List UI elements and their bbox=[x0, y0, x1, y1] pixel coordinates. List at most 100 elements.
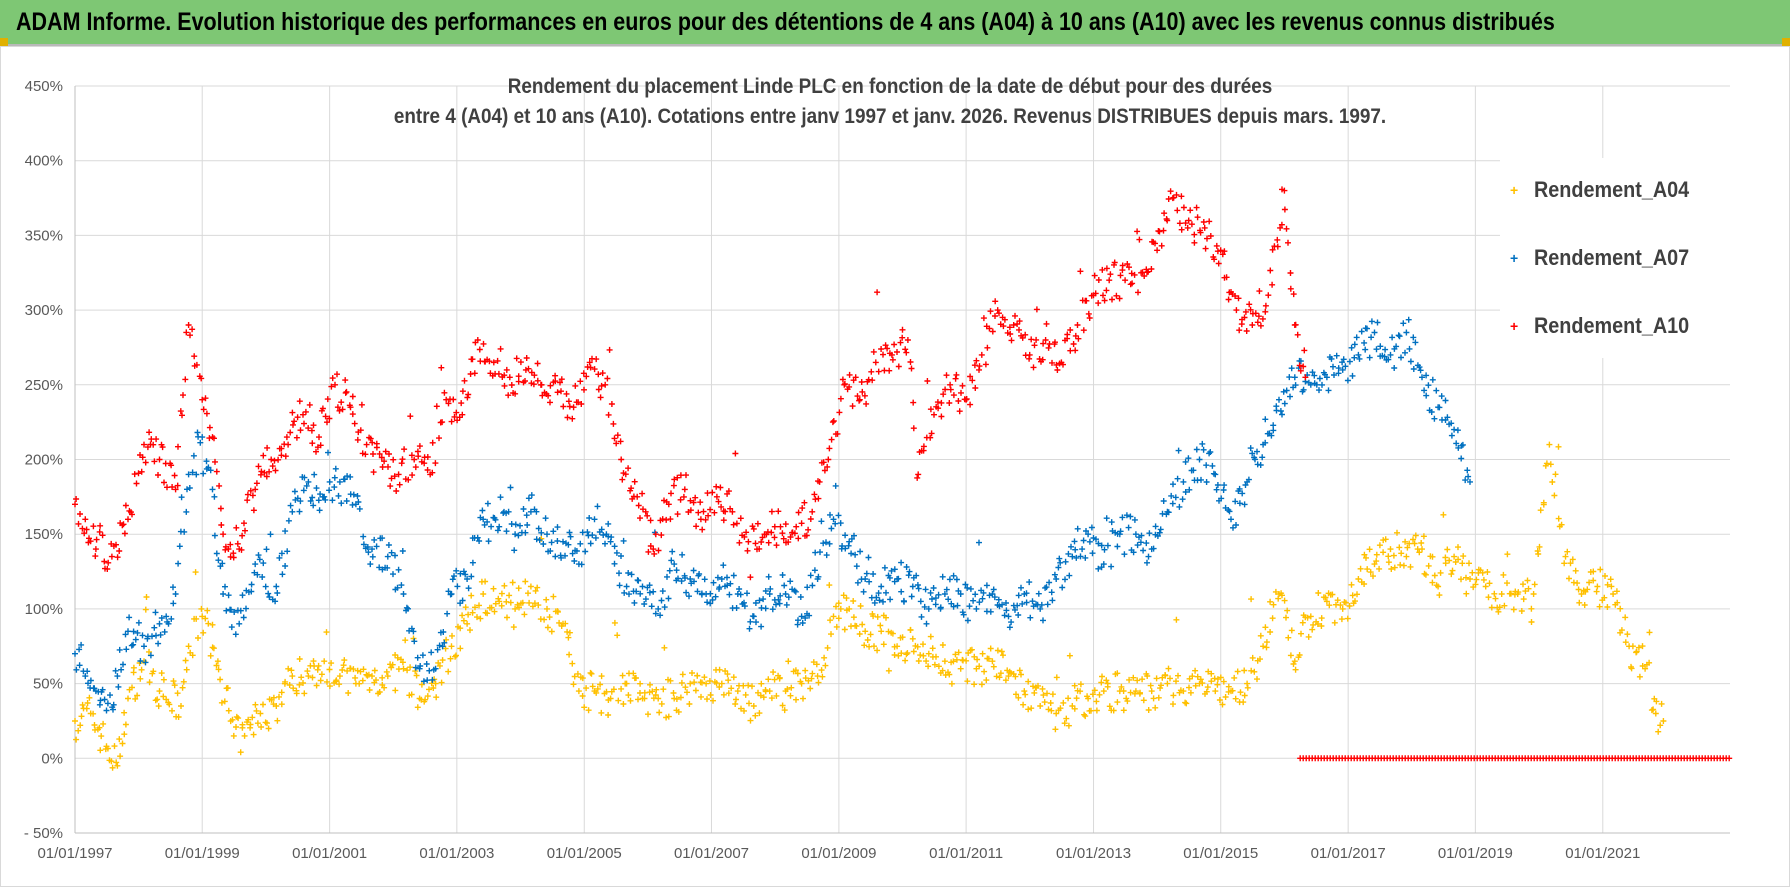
data-point-rendement-a10 bbox=[700, 508, 707, 515]
data-point-rendement-a07 bbox=[696, 571, 703, 577]
data-point-rendement-a04 bbox=[971, 681, 978, 688]
data-point-rendement-a10 bbox=[537, 381, 544, 388]
data-point-rendement-a10 bbox=[1279, 186, 1285, 193]
data-point-rendement-a10 bbox=[505, 392, 512, 399]
data-point-rendement-a04 bbox=[1222, 694, 1229, 700]
data-point-rendement-a07 bbox=[1140, 547, 1147, 554]
data-point-rendement-a07 bbox=[170, 584, 176, 591]
data-point-rendement-a04 bbox=[1535, 551, 1542, 557]
data-point-rendement-a04 bbox=[784, 686, 791, 693]
data-point-rendement-a10 bbox=[768, 529, 775, 536]
data-point-rendement-a04 bbox=[720, 691, 727, 698]
data-point-rendement-a04 bbox=[1520, 596, 1527, 603]
data-point-rendement-a10 bbox=[816, 478, 823, 485]
data-point-rendement-a07 bbox=[823, 539, 829, 546]
data-point-rendement-a07 bbox=[973, 605, 980, 612]
data-point-rendement-a04 bbox=[722, 668, 729, 674]
data-point-rendement-a04 bbox=[1547, 461, 1554, 468]
data-point-rendement-a04 bbox=[1660, 718, 1667, 724]
data-point-rendement-a10 bbox=[602, 381, 609, 388]
data-point-rendement-a07 bbox=[707, 600, 714, 607]
data-point-rendement-a10 bbox=[322, 413, 329, 420]
data-point-rendement-a07 bbox=[1108, 563, 1115, 570]
data-point-rendement-a10 bbox=[1033, 306, 1040, 313]
data-point-rendement-a04 bbox=[328, 660, 335, 667]
data-point-rendement-a07 bbox=[683, 589, 690, 596]
data-point-rendement-a10 bbox=[652, 531, 659, 538]
data-point-rendement-a04 bbox=[1472, 581, 1479, 588]
data-point-rendement-a07 bbox=[1381, 353, 1388, 360]
data-point-rendement-a07 bbox=[1356, 355, 1363, 362]
data-point-rendement-a04 bbox=[660, 686, 667, 693]
data-point-rendement-a07 bbox=[858, 576, 865, 583]
data-point-rendement-a07 bbox=[787, 578, 794, 585]
y-tick-label: 200% bbox=[25, 452, 63, 469]
legend-marker-a07: + bbox=[1510, 250, 1519, 267]
data-point-rendement-a04 bbox=[1458, 576, 1464, 583]
data-point-rendement-a07 bbox=[639, 583, 646, 590]
data-point-rendement-a04 bbox=[1388, 566, 1395, 572]
data-point-rendement-a10 bbox=[503, 366, 510, 373]
data-point-rendement-a04 bbox=[1466, 560, 1472, 567]
data-point-rendement-a04 bbox=[840, 592, 847, 599]
data-point-rendement-a07 bbox=[562, 552, 568, 559]
data-point-rendement-a10 bbox=[1030, 364, 1037, 371]
data-point-rendement-a04 bbox=[1373, 551, 1380, 558]
data-point-rendement-a07 bbox=[980, 589, 987, 596]
data-point-rendement-a07 bbox=[712, 593, 719, 600]
data-point-rendement-a04 bbox=[1608, 583, 1615, 590]
data-point-rendement-a10 bbox=[105, 559, 112, 566]
data-point-rendement-a07 bbox=[265, 590, 272, 597]
data-point-rendement-a04 bbox=[1524, 577, 1531, 584]
data-point-rendement-a07 bbox=[779, 572, 786, 578]
data-point-rendement-a07 bbox=[691, 578, 697, 585]
data-point-rendement-a04 bbox=[1349, 592, 1356, 599]
data-point-rendement-a10 bbox=[1012, 312, 1018, 319]
data-point-rendement-a04 bbox=[652, 692, 659, 698]
data-point-rendement-a10 bbox=[882, 342, 889, 349]
data-point-rendement-a10 bbox=[324, 419, 330, 426]
data-point-rendement-a04 bbox=[484, 610, 491, 617]
data-point-rendement-a10 bbox=[820, 459, 827, 466]
data-point-rendement-a04 bbox=[1089, 691, 1096, 698]
data-point-rendement-a07 bbox=[447, 591, 454, 598]
data-point-rendement-a04 bbox=[424, 693, 431, 700]
data-point-rendement-a04 bbox=[594, 685, 601, 692]
data-point-rendement-a07 bbox=[1190, 467, 1197, 474]
data-point-rendement-a10 bbox=[191, 353, 198, 360]
data-point-rendement-a04 bbox=[1567, 560, 1574, 567]
data-point-rendement-a10 bbox=[501, 382, 508, 389]
data-point-rendement-a07 bbox=[611, 560, 618, 567]
data-point-rendement-a10 bbox=[984, 344, 991, 351]
data-point-rendement-a04 bbox=[1170, 701, 1176, 708]
data-point-rendement-a10 bbox=[381, 458, 388, 465]
data-point-rendement-a07 bbox=[1006, 624, 1013, 631]
data-point-rendement-a10 bbox=[1072, 347, 1079, 354]
data-point-rendement-a04 bbox=[963, 657, 970, 664]
data-point-rendement-a04 bbox=[1039, 685, 1046, 692]
data-point-rendement-a04 bbox=[656, 709, 663, 716]
data-point-rendement-a10 bbox=[971, 362, 978, 369]
data-point-rendement-a10 bbox=[1022, 331, 1029, 338]
data-point-rendement-a04 bbox=[946, 671, 953, 678]
data-point-rendement-a10 bbox=[846, 371, 853, 378]
data-point-rendement-a07 bbox=[863, 570, 870, 577]
data-point-rendement-a07 bbox=[423, 661, 430, 667]
data-point-rendement-a07 bbox=[453, 567, 460, 574]
data-point-rendement-a10 bbox=[986, 325, 993, 332]
data-point-rendement-a04 bbox=[1486, 580, 1493, 587]
data-point-rendement-a07 bbox=[278, 550, 285, 557]
data-point-rendement-a07 bbox=[355, 499, 362, 505]
data-point-rendement-a07 bbox=[1309, 369, 1316, 376]
data-point-rendement-a07 bbox=[782, 591, 789, 597]
data-point-rendement-a07 bbox=[1241, 501, 1248, 508]
data-point-rendement-a10 bbox=[729, 508, 736, 515]
data-point-rendement-a10 bbox=[97, 522, 104, 529]
data-point-rendement-a10 bbox=[393, 488, 400, 494]
data-point-rendement-a10 bbox=[1278, 221, 1285, 228]
data-point-rendement-a07 bbox=[714, 574, 721, 581]
data-point-rendement-a07 bbox=[1366, 354, 1373, 361]
data-point-rendement-a10 bbox=[1202, 245, 1209, 252]
data-point-rendement-a07 bbox=[1072, 546, 1079, 553]
data-point-rendement-a07 bbox=[802, 615, 809, 621]
